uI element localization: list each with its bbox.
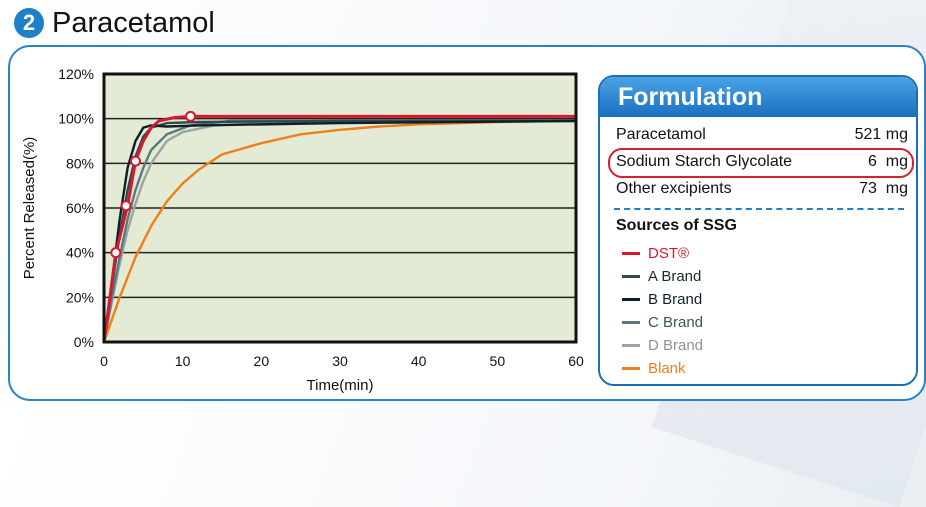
legend-item: Blank bbox=[622, 358, 686, 378]
legend-label: Blank bbox=[648, 359, 686, 377]
highlight-outline bbox=[608, 148, 914, 178]
legend-label: DST® bbox=[648, 244, 690, 262]
section-number-badge: 2 bbox=[14, 8, 44, 38]
x-tick-label: 0 bbox=[100, 353, 108, 369]
formulation-heading: Formulation bbox=[600, 77, 916, 117]
legend-swatch bbox=[622, 320, 640, 324]
legend-item: DST® bbox=[622, 243, 689, 263]
section-heading: 2 Paracetamol bbox=[14, 6, 215, 40]
y-tick-label: 20% bbox=[66, 289, 94, 305]
legend-item: C Brand bbox=[622, 312, 703, 332]
y-tick-label: 60% bbox=[66, 200, 94, 216]
x-tick-label: 60 bbox=[568, 353, 584, 369]
y-tick-label: 100% bbox=[58, 111, 94, 127]
series-line-b bbox=[102, 119, 578, 344]
x-tick-label: 30 bbox=[332, 353, 348, 369]
dashed-divider bbox=[614, 208, 904, 210]
ingredient-row: Paracetamol 521 mg bbox=[616, 123, 908, 147]
legend-item: D Brand bbox=[622, 335, 703, 355]
y-tick-label: 80% bbox=[66, 155, 94, 171]
legend-item: B Brand bbox=[622, 289, 702, 309]
ingredient-amount: 521 mg bbox=[854, 126, 908, 143]
legend-swatch bbox=[622, 366, 640, 370]
x-axis-label: Time(min) bbox=[307, 377, 374, 394]
x-tick-label: 20 bbox=[254, 353, 270, 369]
legend-swatch bbox=[622, 274, 640, 278]
y-tick-label: 0% bbox=[74, 334, 94, 350]
series-line-blank bbox=[102, 119, 578, 344]
series-line-dst bbox=[102, 114, 578, 344]
legend-label: D Brand bbox=[648, 336, 704, 354]
ingredient-name: Sodium Starch Glycolate bbox=[616, 153, 793, 170]
plot-frame bbox=[102, 72, 578, 344]
x-tick-label: 40 bbox=[411, 353, 427, 369]
data-point-marker bbox=[120, 200, 132, 212]
ingredient-name: Paracetamol bbox=[616, 126, 706, 143]
x-tick-label: 10 bbox=[175, 353, 191, 369]
data-point-marker bbox=[185, 110, 197, 122]
legend-swatch bbox=[622, 343, 640, 347]
x-tick-label: 50 bbox=[490, 353, 506, 369]
ingredient-name: Other excipients bbox=[616, 180, 732, 197]
dissolution-chart: 0% 20% 40% 60% 80% 100% 120% 0 10 20 30 40 50 60 Time(… bbox=[21, 66, 584, 394]
legend-label: A Brand bbox=[648, 267, 702, 285]
section-title: Paracetamol bbox=[52, 6, 215, 39]
data-point-marker bbox=[110, 247, 122, 259]
ingredient-amount: 6 mg bbox=[867, 153, 908, 170]
legend-label: C Brand bbox=[648, 313, 704, 331]
y-tick-label: 40% bbox=[66, 245, 94, 261]
legend-swatch bbox=[622, 251, 640, 255]
formulation-panel: Formulation Paracetamol 521 mg Sodium St… bbox=[598, 75, 918, 386]
y-tick-label: 120% bbox=[58, 66, 94, 82]
ingredient-amount: 73 mg bbox=[859, 180, 908, 197]
series-line-d bbox=[102, 119, 578, 344]
legend-label: B Brand bbox=[648, 290, 703, 308]
legend-swatch bbox=[622, 297, 640, 301]
sources-title: Sources of SSG bbox=[616, 217, 737, 234]
ingredient-row: Sodium Starch Glycolate 6 mg bbox=[616, 150, 908, 174]
legend-item: A Brand bbox=[622, 266, 701, 286]
ingredient-row: Other excipients 73 mg bbox=[616, 177, 908, 201]
data-point-marker bbox=[129, 155, 141, 167]
y-axis-label: Percent Released(%) bbox=[21, 137, 38, 280]
